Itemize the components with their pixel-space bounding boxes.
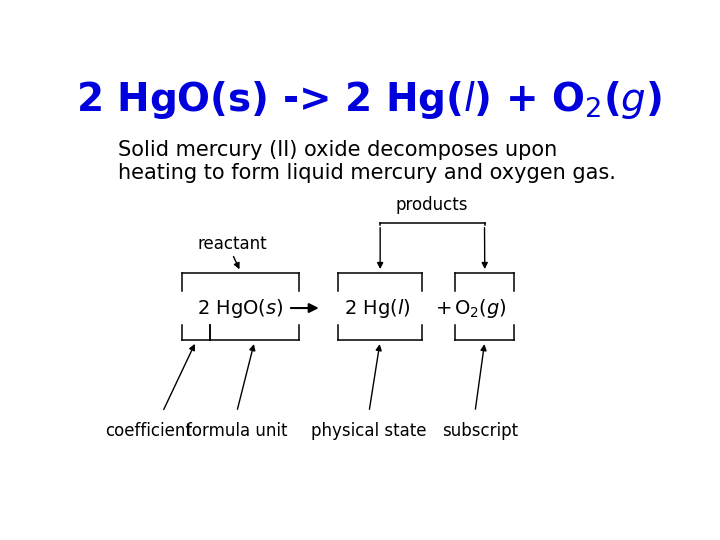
Text: heating to form liquid mercury and oxygen gas.: heating to form liquid mercury and oxyge… xyxy=(118,163,616,183)
Text: +: + xyxy=(436,299,453,318)
Text: subscript: subscript xyxy=(443,422,518,440)
Text: coefficient: coefficient xyxy=(105,422,192,440)
Text: reactant: reactant xyxy=(197,234,267,253)
Text: 2 HgO($\it{s}$): 2 HgO($\it{s}$) xyxy=(197,296,284,320)
Text: products: products xyxy=(396,197,468,214)
Text: 2 Hg($\it{l}$): 2 Hg($\it{l}$) xyxy=(344,296,410,320)
Text: formula unit: formula unit xyxy=(186,422,287,440)
Text: O$_2$($\it{g}$): O$_2$($\it{g}$) xyxy=(454,296,507,320)
Text: 2 HgO(s) -> 2 Hg($\it{l}$) + O$_2$($\it{g}$): 2 HgO(s) -> 2 Hg($\it{l}$) + O$_2$($\it{… xyxy=(76,79,662,121)
Text: physical state: physical state xyxy=(311,422,427,440)
Text: Solid mercury (II) oxide decomposes upon: Solid mercury (II) oxide decomposes upon xyxy=(118,140,557,160)
